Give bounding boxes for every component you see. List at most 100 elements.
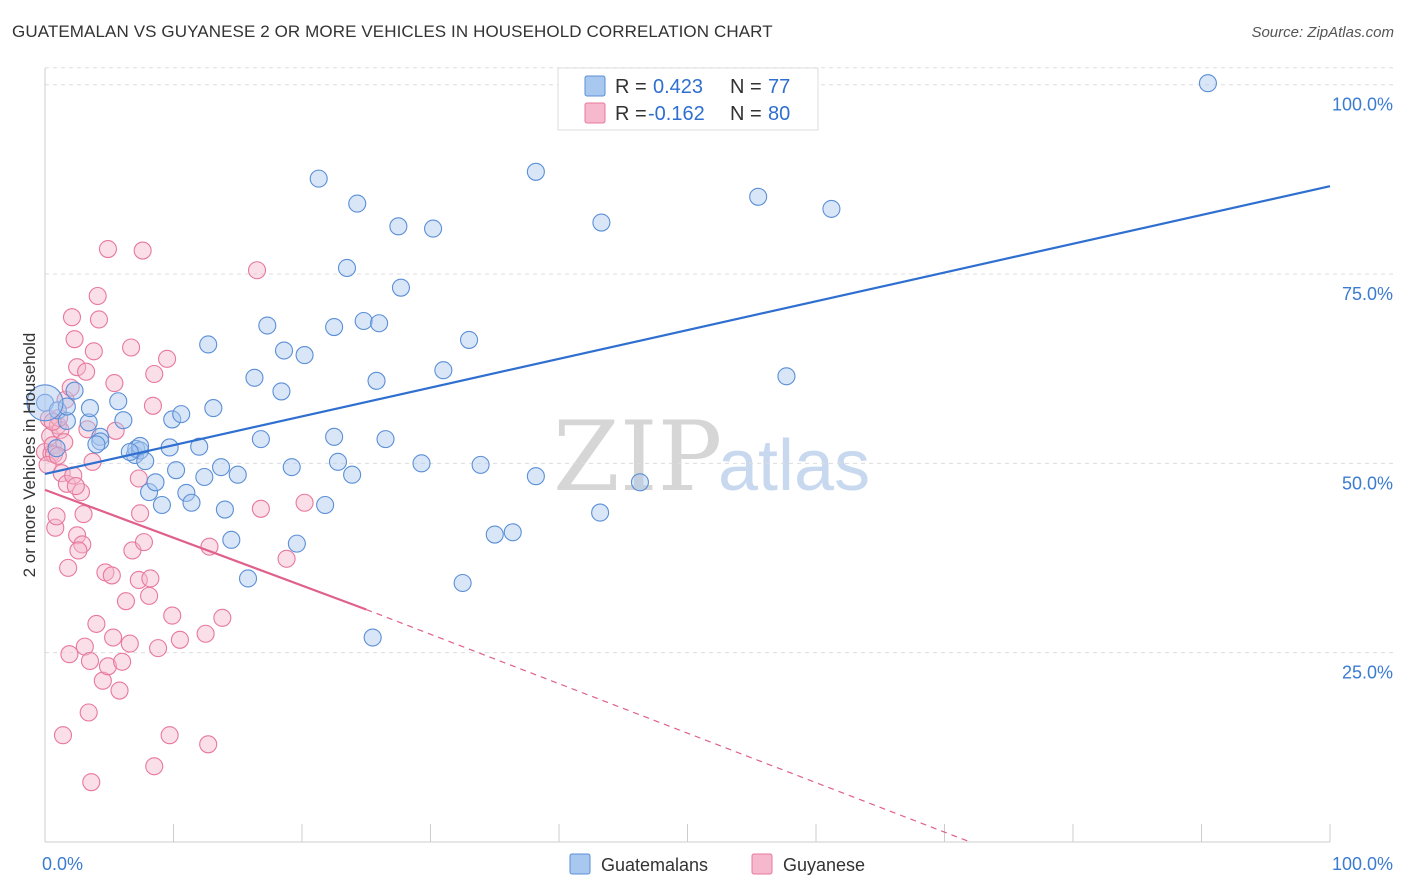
guyanese-point-54 [140, 586, 159, 605]
guyanese-point-37 [98, 657, 118, 676]
guatemalan-point-21 [167, 461, 186, 480]
guatemalan-point-52 [367, 371, 386, 390]
guyanese-point-28 [80, 651, 100, 671]
guatemalan-point-24 [182, 493, 201, 512]
guyanese-point-25 [75, 637, 94, 656]
guyanese-point-51 [131, 504, 150, 523]
guyanese-point-46 [120, 634, 139, 653]
guyanese-point-62 [163, 606, 182, 625]
legend-swatch-guatemalans [584, 75, 606, 97]
legend-n-label-1: N = [730, 76, 762, 98]
guyanese-point-56 [143, 396, 162, 415]
guatemalan-points [26, 74, 1217, 647]
gridlines: 25.0% 50.0% 75.0% 100.0% [45, 67, 1395, 683]
guyanese-point-43 [110, 681, 129, 700]
guyanese-point-34 [89, 310, 109, 329]
guyanese-trend-line [44, 488, 367, 611]
guatemalan-point-50 [354, 311, 373, 331]
guyanese-point-38 [98, 239, 118, 259]
legend-r-label-2: R = [615, 103, 647, 125]
guatemalan-point-28 [204, 399, 223, 418]
guyanese-point-77 [48, 446, 67, 465]
guatemalan-point-48 [343, 465, 362, 484]
bottom-legend-guatemalans: Guatemalans [601, 855, 708, 875]
guyanese-point-52 [133, 241, 152, 260]
guatemalan-point-61 [459, 330, 479, 349]
legend-r-value-guyanese: -0.162 [648, 103, 705, 125]
legend-r-label-1: R = [615, 76, 647, 98]
guyanese-point-71 [295, 493, 314, 512]
guyanese-point-24 [74, 505, 93, 524]
guatemalan-point-32 [228, 465, 247, 484]
guatemalan-point-30 [215, 500, 234, 519]
guatemalan-point-35 [251, 430, 270, 449]
correlation-legend: R = 0.423 N = 77 R = -0.162 N = 80 [557, 67, 819, 131]
y-tick-label-100: 100.0% [1332, 95, 1393, 115]
guyanese-point-65 [200, 537, 219, 556]
guatemalan-point-56 [391, 278, 410, 297]
guyanese-point-15 [59, 558, 78, 577]
guyanese-point-39 [102, 566, 121, 585]
guyanese-point-41 [105, 374, 124, 393]
guyanese-point-64 [196, 624, 215, 643]
guatemalan-point-40 [287, 534, 306, 553]
guatemalan-point-31 [222, 530, 241, 549]
guatemalan-point-57 [412, 454, 431, 473]
guatemalan-point-58 [424, 219, 443, 238]
guatemalan-point-73 [1198, 74, 1217, 93]
guyanese-points [35, 239, 314, 792]
guyanese-point-79 [43, 412, 62, 431]
guatemalan-point-55 [389, 217, 408, 236]
legend-n-value-guyanese: 80 [768, 103, 790, 125]
guatemalan-point-16 [140, 483, 159, 502]
guatemalan-point-69 [630, 473, 650, 492]
legend-swatch-guyanese [584, 102, 606, 124]
guyanese-point-70 [277, 549, 296, 568]
guatemalan-point-47 [337, 258, 357, 278]
guyanese-point-60 [158, 349, 177, 368]
bottom-legend-guyanese: Guyanese [783, 855, 865, 875]
guyanese-point-57 [145, 757, 164, 776]
guatemalan-point-49 [348, 194, 367, 213]
y-tick-label-75: 75.0% [1342, 284, 1393, 304]
guyanese-point-78 [66, 477, 85, 496]
guatemalan-point-67 [591, 503, 610, 522]
guyanese-point-44 [113, 652, 132, 671]
guatemalan-point-5 [79, 413, 98, 432]
guyanese-point-69 [251, 499, 270, 518]
guatemalan-point-29 [211, 458, 231, 477]
guatemalan-point-64 [503, 523, 522, 542]
guatemalan-point-65 [526, 467, 545, 486]
guatemalan-point-large [26, 384, 64, 422]
guatemalan-point-9 [109, 392, 128, 411]
guatemalan-point-62 [471, 455, 490, 474]
bottom-legend-swatch-guyanese [751, 853, 773, 875]
guyanese-point-27 [79, 703, 98, 722]
guatemalan-point-44 [325, 317, 344, 337]
guatemalan-point-27 [199, 335, 218, 354]
guyanese-point-26 [77, 362, 96, 381]
guyanese-point-33 [88, 286, 107, 306]
guatemalan-point-41 [295, 346, 314, 365]
guyanese-point-55 [141, 569, 160, 588]
guatemalan-point-36 [258, 316, 277, 335]
guatemalan-point-34 [245, 368, 264, 387]
x-tick-label-min: 0.0% [42, 854, 83, 874]
guatemalan-point-71 [777, 367, 796, 386]
guyanese-point-16 [60, 645, 79, 664]
guatemalan-point-74 [87, 435, 106, 454]
guyanese-point-29 [82, 773, 101, 792]
guyanese-point-20 [68, 526, 87, 545]
guyanese-point-63 [170, 630, 189, 649]
y-tick-label-25: 25.0% [1342, 663, 1393, 683]
guatemalan-point-20 [163, 410, 182, 429]
y-tick-label-50: 50.0% [1342, 473, 1393, 493]
guyanese-point-35 [93, 671, 112, 690]
guyanese-point-59 [149, 639, 168, 658]
guatemalan-point-43 [316, 495, 335, 515]
guatemalan-point-54 [376, 430, 395, 449]
guyanese-point-22 [71, 483, 91, 502]
watermark-atlas: atlas [718, 426, 870, 506]
guatemalan-point-18 [152, 495, 171, 515]
guatemalan-point-75 [120, 442, 139, 462]
